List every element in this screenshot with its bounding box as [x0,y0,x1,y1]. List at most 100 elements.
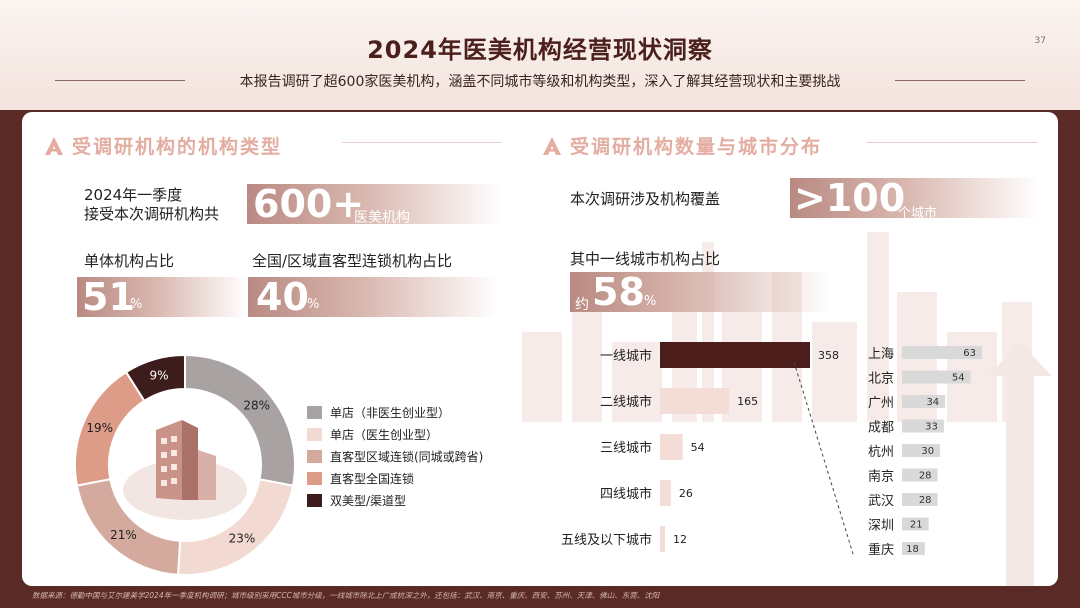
right-section-header: 受调研机构数量与城市分布 [542,132,822,159]
donut-slice-label: 21% [110,528,137,542]
tier-value: 54 [691,441,705,454]
left-section-divider [342,142,502,143]
donut-slice-1 [184,353,296,487]
total-unit: 医美机构 [354,210,410,226]
up-arrow-decoration [988,342,1052,586]
tier1-prefix: 约 [575,297,589,313]
chain-value: 40 [256,275,309,319]
coverage-value-band [790,178,1040,218]
tier-label: 一线城市 [600,348,652,364]
tier-value: 26 [679,487,693,500]
city-bar [902,395,946,408]
total-label-line1: 2024年一季度 [84,186,183,204]
city-label: 武汉 [868,494,894,509]
left-section-title: 受调研机构的机构类型 [72,136,283,158]
source-note: 数据来源：德勤中国与艾尔建美学2024年一季度机构调研；城市级别采用CCC城市分… [32,591,660,600]
tier-value: 165 [737,395,758,408]
single-value-band [77,277,247,317]
tier1-share-value: 58 [592,270,645,314]
city-bar [902,468,938,482]
legend-label: 直客型区域连锁(同城或跨省) [330,450,484,464]
page-title: 2024年医美机构经营现状洞察 [367,36,713,64]
city-value: 28 [919,495,932,506]
city-label: 北京 [868,372,894,387]
city-value: 30 [921,446,934,457]
coverage-unit: 个城市 [898,206,938,221]
right-section-title: 受调研机构数量与城市分布 [570,136,823,158]
subtitle-row: 本报告调研了超600家医美机构，涵盖不同城市等级和机构类型，深入了解其经营现状和… [0,70,1080,90]
tier-label: 四线城市 [600,486,652,502]
tier1-value-band [570,272,830,312]
donut-slice-4 [74,370,146,487]
city-label: 南京 [868,469,894,485]
city-label: 杭州 [868,445,894,460]
city-label: 重庆 [868,542,894,558]
legend-label: 单店（非医生创业型） [330,406,451,420]
chain-unit: % [307,297,320,312]
page-number: 37 [1034,36,1046,46]
tier1-share-unit: % [644,294,657,309]
legend-label: 直客型全国连锁 [330,472,415,486]
city-value: 18 [906,544,919,555]
brand-logo-icon [543,136,561,155]
city-label: 成都 [868,421,894,436]
chain-value-band [248,277,498,317]
city-value: 28 [919,471,932,482]
legend-swatch [307,472,322,485]
donut-slice-2 [177,478,295,576]
institution-type-donut-chart: 28% 23% 21% 19% 9% [74,353,296,576]
city-value: 34 [926,397,939,408]
header-background [0,0,1080,110]
dashed-connector [793,362,855,558]
legend-label: 单店（医生创业型） [330,428,439,442]
legend-swatch [307,494,322,507]
building-icon [123,420,247,520]
tier-label: 二线城市 [600,394,652,410]
coverage-value: >100 [794,176,906,220]
city-bar [902,346,982,359]
legend-item: 直客型全国连锁 [307,470,414,487]
tier-label: 三线城市 [600,440,652,456]
city-bar [902,493,938,506]
city-bar [902,517,929,531]
subtitle-line-left2 [55,80,185,81]
city-label: 上海 [868,347,894,362]
legend-swatch [307,450,322,463]
single-store-label: 单体机构占比 [84,252,175,270]
chain-label: 全国/区域直客型连锁机构占比 [252,252,453,270]
legend-swatch [307,406,322,419]
total-value: 600+ [253,182,365,226]
donut-slice-label: 23% [229,531,256,545]
total-label-line2: 接受本次调研机构共 [84,205,220,223]
tier-bar [660,388,730,414]
donut-slice-label: 28% [243,399,270,413]
city-value: 21 [910,520,923,531]
legend-item: 直客型区域连锁(同城或跨省) [307,448,483,465]
right-section-divider [867,142,1037,143]
city-label: 广州 [868,396,894,411]
legend-item: 单店（医生创业型） [307,426,438,443]
donut-slice-label: 19% [86,421,113,435]
brand-logo-icon [45,136,63,155]
legend-swatch [307,428,322,441]
single-store-unit: % [130,297,143,312]
subtitle-line-right [895,80,1025,81]
legend-item: 单店（非医生创业型） [307,404,450,421]
tier-bar [660,480,671,506]
legend-label: 双美型/渠道型 [330,494,407,508]
city-value: 54 [952,373,965,384]
tier-label: 五线及以下城市 [561,532,652,548]
total-value-band [247,184,502,224]
tier-bar [660,342,810,368]
tier-value: 358 [818,349,839,362]
tier-value: 12 [673,533,687,546]
legend-item: 双美型/渠道型 [307,492,406,509]
tier1-share-label: 其中一线城市机构占比 [570,250,721,268]
donut-slice-3 [75,478,182,576]
tier-bar [660,526,666,552]
left-section-header: 受调研机构的机构类型 [44,132,282,159]
content-panel: 受调研机构的机构类型 受调研机构数量与城市分布 2024年一季度 接受本次调研机… [22,112,1058,586]
donut-slice-label: 9% [150,369,169,383]
tier-bar [660,434,683,460]
page-subtitle: 本报告调研了超600家医美机构，涵盖不同城市等级和机构类型，深入了解其经营现状和… [239,74,841,90]
